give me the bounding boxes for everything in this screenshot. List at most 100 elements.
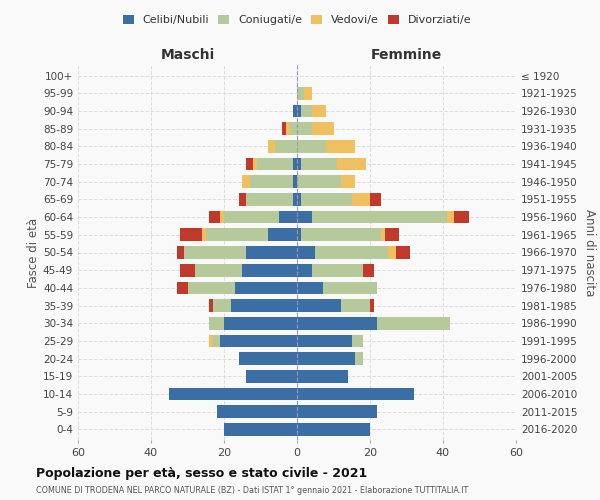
Bar <box>209 334 213 347</box>
Bar <box>301 193 352 206</box>
Bar <box>297 228 301 241</box>
Bar <box>381 228 385 241</box>
Bar <box>213 334 220 347</box>
Bar <box>297 176 341 188</box>
Bar <box>220 211 224 224</box>
Bar <box>232 299 297 312</box>
Bar <box>235 282 297 294</box>
Bar <box>220 334 297 347</box>
Bar <box>209 211 220 224</box>
Bar <box>187 282 235 294</box>
Y-axis label: Anni di nascita: Anni di nascita <box>583 209 596 296</box>
Bar <box>283 122 286 135</box>
Bar <box>297 406 377 418</box>
Bar <box>297 282 323 294</box>
Bar <box>352 334 362 347</box>
Bar <box>293 158 297 170</box>
Bar <box>323 282 377 294</box>
Text: Femmine: Femmine <box>371 48 442 62</box>
Text: COMUNE DI TRODENA NEL PARCO NATURALE (BZ) - Dati ISTAT 1° gennaio 2021 - Elabora: COMUNE DI TRODENA NEL PARCO NATURALE (BZ… <box>36 486 468 495</box>
Bar <box>297 423 370 436</box>
Bar <box>176 246 184 259</box>
Bar <box>257 158 293 170</box>
Bar <box>250 176 293 188</box>
Bar <box>341 176 355 188</box>
Bar <box>311 264 363 276</box>
Bar <box>297 122 311 135</box>
Bar <box>301 104 311 118</box>
Bar <box>370 193 381 206</box>
Bar <box>209 317 224 330</box>
Text: Popolazione per età, sesso e stato civile - 2021: Popolazione per età, sesso e stato civil… <box>36 468 367 480</box>
Bar <box>268 228 297 241</box>
Bar <box>297 211 311 224</box>
Bar <box>395 246 410 259</box>
Bar <box>297 264 311 276</box>
Bar <box>297 87 304 100</box>
Y-axis label: Fasce di età: Fasce di età <box>27 218 40 288</box>
Bar <box>224 211 279 224</box>
Bar <box>315 246 388 259</box>
Bar <box>301 158 337 170</box>
Bar <box>352 193 370 206</box>
Bar <box>311 122 334 135</box>
Bar <box>290 122 297 135</box>
Bar <box>297 299 341 312</box>
Bar <box>362 264 374 276</box>
Bar <box>341 299 370 312</box>
Bar <box>253 158 257 170</box>
Bar <box>297 352 355 365</box>
Legend: Celibi/Nubili, Coniugati/e, Vedovi/e, Divorziati/e: Celibi/Nubili, Coniugati/e, Vedovi/e, Di… <box>118 10 476 30</box>
Bar <box>246 370 297 382</box>
Bar <box>202 228 206 241</box>
Bar <box>385 228 399 241</box>
Bar <box>279 211 297 224</box>
Bar <box>297 334 352 347</box>
Bar <box>297 158 301 170</box>
Bar <box>242 264 297 276</box>
Bar <box>239 352 297 365</box>
Bar <box>224 317 297 330</box>
Bar <box>268 140 275 152</box>
Bar <box>239 193 246 206</box>
Bar <box>297 370 348 382</box>
Bar <box>293 176 297 188</box>
Bar <box>454 211 469 224</box>
Bar <box>377 317 450 330</box>
Bar <box>180 228 202 241</box>
Bar <box>242 176 250 188</box>
Bar <box>246 246 297 259</box>
Bar <box>213 299 232 312</box>
Bar <box>370 299 374 312</box>
Bar <box>217 406 297 418</box>
Bar <box>206 228 268 241</box>
Bar <box>297 140 326 152</box>
Bar <box>388 246 395 259</box>
Bar <box>169 388 297 400</box>
Bar <box>195 264 242 276</box>
Bar <box>275 140 297 152</box>
Bar <box>297 246 315 259</box>
Bar <box>293 104 297 118</box>
Bar <box>446 211 454 224</box>
Bar <box>297 193 301 206</box>
Bar <box>326 140 355 152</box>
Bar <box>297 104 301 118</box>
Bar <box>301 228 381 241</box>
Bar <box>293 193 297 206</box>
Bar <box>297 388 414 400</box>
Bar <box>176 282 187 294</box>
Bar <box>355 352 362 365</box>
Bar <box>224 423 297 436</box>
Bar <box>337 158 367 170</box>
Bar <box>180 264 195 276</box>
Text: Maschi: Maschi <box>160 48 215 62</box>
Bar <box>184 246 246 259</box>
Bar <box>311 104 326 118</box>
Bar <box>297 317 377 330</box>
Bar <box>311 211 446 224</box>
Bar <box>209 299 213 312</box>
Bar <box>246 193 293 206</box>
Bar <box>304 87 311 100</box>
Bar <box>246 158 253 170</box>
